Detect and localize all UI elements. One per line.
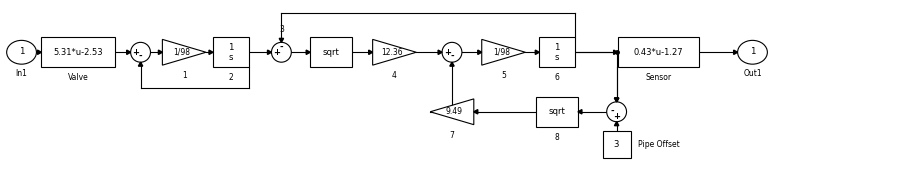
Text: -: -	[610, 107, 614, 116]
Text: Out1: Out1	[743, 69, 761, 78]
Text: Valve: Valve	[68, 73, 88, 82]
Polygon shape	[734, 50, 738, 54]
Polygon shape	[209, 50, 213, 54]
Polygon shape	[279, 38, 284, 42]
Text: 4: 4	[392, 71, 397, 80]
Polygon shape	[430, 99, 473, 125]
Text: 5: 5	[501, 71, 506, 80]
Polygon shape	[615, 122, 619, 126]
Polygon shape	[473, 110, 478, 114]
Text: +: +	[273, 48, 280, 57]
Polygon shape	[614, 50, 617, 54]
Ellipse shape	[738, 40, 768, 64]
Text: 3: 3	[614, 140, 619, 149]
Text: 9.49: 9.49	[446, 107, 463, 116]
Text: 1
s: 1 s	[228, 43, 234, 62]
Polygon shape	[127, 50, 130, 54]
Text: +: +	[613, 112, 620, 121]
Bar	[617, 37, 699, 67]
Polygon shape	[139, 62, 143, 66]
Bar	[213, 37, 248, 67]
Circle shape	[442, 42, 462, 62]
Text: In1: In1	[15, 69, 28, 78]
Polygon shape	[482, 39, 526, 65]
Polygon shape	[615, 98, 619, 102]
Polygon shape	[306, 50, 310, 54]
Text: +: +	[444, 48, 451, 57]
Polygon shape	[578, 110, 582, 114]
Polygon shape	[478, 50, 482, 54]
Text: -: -	[139, 52, 142, 61]
Text: 8: 8	[554, 133, 560, 142]
Polygon shape	[158, 50, 162, 54]
Ellipse shape	[6, 40, 36, 64]
Text: Pipe Offset: Pipe Offset	[638, 140, 680, 149]
Text: -: -	[280, 43, 284, 52]
Bar	[603, 131, 631, 158]
Polygon shape	[615, 98, 619, 102]
Polygon shape	[162, 39, 206, 65]
Text: +: +	[132, 48, 140, 57]
Circle shape	[607, 102, 626, 122]
Text: Sensor: Sensor	[645, 73, 671, 82]
Text: 3: 3	[279, 25, 284, 34]
Text: 12.36: 12.36	[382, 48, 403, 57]
Bar	[536, 97, 578, 127]
Text: 1/98: 1/98	[493, 48, 510, 57]
Polygon shape	[438, 50, 442, 54]
Circle shape	[130, 42, 150, 62]
Circle shape	[272, 42, 292, 62]
Text: 1: 1	[19, 47, 24, 56]
Polygon shape	[267, 50, 272, 54]
Bar	[41, 37, 115, 67]
Polygon shape	[369, 50, 373, 54]
Bar	[310, 37, 352, 67]
Polygon shape	[450, 62, 454, 66]
Text: 6: 6	[554, 73, 560, 82]
Text: sqrt: sqrt	[549, 107, 565, 116]
Bar	[539, 37, 575, 67]
Text: 1: 1	[182, 71, 186, 80]
Text: 1/98: 1/98	[174, 48, 191, 57]
Text: -: -	[450, 52, 454, 61]
Text: 1
s: 1 s	[554, 43, 560, 62]
Polygon shape	[536, 50, 539, 54]
Text: sqrt: sqrt	[322, 48, 339, 57]
Text: 5.31*u-2.53: 5.31*u-2.53	[53, 48, 103, 57]
Text: 1: 1	[750, 47, 755, 56]
Text: 7: 7	[449, 131, 454, 140]
Polygon shape	[373, 39, 417, 65]
Text: 2: 2	[229, 73, 233, 82]
Text: 0.43*u-1.27: 0.43*u-1.27	[634, 48, 683, 57]
Polygon shape	[38, 50, 41, 54]
